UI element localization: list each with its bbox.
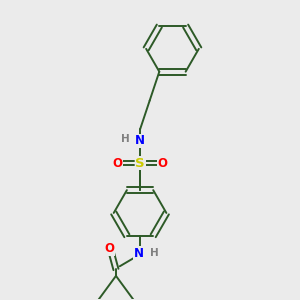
Text: O: O bbox=[158, 157, 167, 170]
Text: N: N bbox=[134, 247, 143, 260]
Text: N: N bbox=[135, 134, 145, 147]
Text: H: H bbox=[121, 134, 130, 144]
Text: H: H bbox=[150, 248, 159, 258]
Text: O: O bbox=[104, 242, 115, 255]
Text: S: S bbox=[135, 157, 145, 170]
Text: O: O bbox=[112, 157, 123, 170]
